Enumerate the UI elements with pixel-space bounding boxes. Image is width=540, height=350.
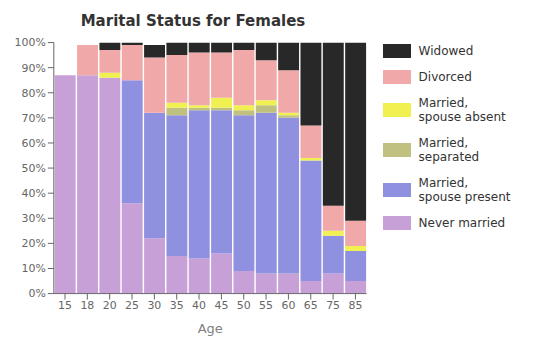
svg-text:65: 65 bbox=[304, 299, 318, 312]
svg-text:10%: 10% bbox=[22, 262, 46, 275]
svg-text:90%: 90% bbox=[22, 62, 46, 75]
svg-text:60%: 60% bbox=[22, 137, 46, 150]
svg-text:50%: 50% bbox=[22, 162, 46, 175]
svg-text:30%: 30% bbox=[22, 212, 46, 225]
svg-text:55: 55 bbox=[259, 299, 273, 312]
svg-text:20: 20 bbox=[103, 299, 117, 312]
svg-text:50: 50 bbox=[237, 299, 251, 312]
html-text:Divorced: Divorced bbox=[418, 70, 472, 84]
html-text:spouse absent: spouse absent bbox=[418, 110, 506, 124]
svg-text:0%: 0% bbox=[28, 287, 45, 300]
html-text:Marital Status for Females: Marital Status for Females bbox=[80, 12, 306, 30]
html-text:Widowed: Widowed bbox=[418, 44, 474, 58]
svg-text:75: 75 bbox=[326, 299, 340, 312]
svg-text:Age: Age bbox=[198, 321, 223, 336]
svg-text:40: 40 bbox=[192, 299, 206, 312]
svg-text:80%: 80% bbox=[22, 87, 46, 100]
svg-text:18: 18 bbox=[80, 299, 94, 312]
html-text:spouse present: spouse present bbox=[418, 190, 511, 204]
svg-text:15: 15 bbox=[58, 299, 72, 312]
svg-text:25: 25 bbox=[125, 299, 139, 312]
html-text:Married,: Married, bbox=[418, 176, 469, 190]
html-text:Married,: Married, bbox=[418, 96, 469, 110]
svg-text:70%: 70% bbox=[22, 112, 46, 125]
html-text:Married,: Married, bbox=[418, 136, 469, 150]
svg-text:35: 35 bbox=[170, 299, 184, 312]
svg-text:30: 30 bbox=[147, 299, 161, 312]
svg-text:40%: 40% bbox=[22, 187, 46, 200]
svg-text:85: 85 bbox=[348, 299, 362, 312]
svg-text:100%: 100% bbox=[15, 36, 46, 49]
svg-text:20%: 20% bbox=[22, 237, 46, 250]
svg-text:60: 60 bbox=[281, 299, 295, 312]
svg-text:45: 45 bbox=[214, 299, 228, 312]
html-text:Never married: Never married bbox=[418, 216, 506, 230]
html-text:separated: separated bbox=[418, 150, 480, 164]
